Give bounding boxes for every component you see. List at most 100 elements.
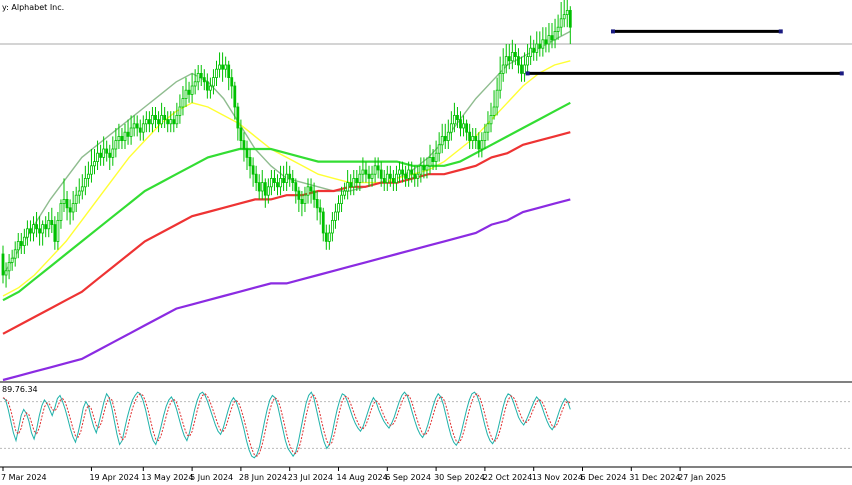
candle-body <box>355 177 359 183</box>
candle-body <box>99 152 102 158</box>
candle <box>312 182 316 208</box>
candle-body <box>434 152 438 162</box>
candle-body <box>404 173 408 179</box>
oscillator-signal-line <box>2 393 571 457</box>
candle <box>257 174 261 200</box>
candle-body <box>22 236 26 246</box>
candle-body <box>547 35 551 45</box>
candle-body <box>245 148 249 158</box>
candle <box>251 157 255 187</box>
candle <box>80 174 84 200</box>
candle-body <box>62 198 66 204</box>
candle-body <box>327 232 331 242</box>
candle-body <box>297 190 301 200</box>
candle <box>532 39 536 61</box>
candle <box>218 52 221 78</box>
candle <box>434 140 438 170</box>
candle <box>321 207 325 242</box>
candle <box>120 128 124 149</box>
candle <box>385 165 389 191</box>
candle-body <box>25 228 29 238</box>
candle <box>446 119 450 149</box>
candle <box>71 191 75 221</box>
candle <box>138 119 142 141</box>
candle-body <box>321 211 325 234</box>
candle-body <box>410 169 414 175</box>
candle-body <box>117 135 121 141</box>
candle <box>90 149 93 183</box>
candle <box>391 170 395 191</box>
candle-body <box>498 73 502 91</box>
candle <box>462 115 465 137</box>
candle <box>452 102 456 133</box>
candle-body <box>330 219 334 234</box>
candle <box>193 69 197 95</box>
candle-body <box>556 26 560 32</box>
candle-body <box>456 115 459 121</box>
candle-body <box>468 131 472 141</box>
candle <box>364 161 368 183</box>
candle-body <box>120 135 124 141</box>
candle <box>288 165 292 187</box>
candle-body <box>495 89 499 108</box>
candle <box>486 111 490 141</box>
candle <box>303 186 307 212</box>
candle <box>468 123 472 149</box>
candle-body <box>68 207 72 213</box>
candle <box>504 44 508 74</box>
candle-body <box>541 39 545 49</box>
candle-body <box>532 47 536 53</box>
candle-body <box>352 177 356 188</box>
candle <box>477 132 481 158</box>
candle-body <box>126 131 130 137</box>
candle-body <box>471 135 475 141</box>
candle <box>514 44 517 65</box>
oscillator-main-line <box>2 391 571 459</box>
candle-body <box>184 89 188 99</box>
candle-body <box>425 165 429 171</box>
candle <box>413 165 417 187</box>
candle-body <box>422 165 426 171</box>
candle-body <box>474 135 478 141</box>
candle-body <box>334 211 337 221</box>
candle <box>16 233 20 259</box>
candle <box>559 2 563 36</box>
candle <box>129 115 133 145</box>
candle <box>544 27 548 53</box>
candle-body <box>266 186 270 196</box>
candle-body <box>370 173 374 179</box>
candle-body <box>157 119 160 125</box>
candle-body <box>309 186 313 192</box>
candle <box>398 161 401 183</box>
candle-body <box>202 77 206 83</box>
candle <box>77 178 81 204</box>
candle <box>370 165 374 187</box>
candle-body <box>93 161 96 167</box>
candle-body <box>440 135 444 146</box>
candle <box>456 107 459 128</box>
candle <box>239 119 243 149</box>
candle-body <box>154 115 157 121</box>
candle-body <box>166 119 170 125</box>
candle-body <box>510 52 514 62</box>
candle <box>510 39 514 70</box>
candle <box>523 52 526 82</box>
candle <box>526 44 529 74</box>
candle <box>404 165 408 187</box>
candle <box>13 241 17 267</box>
candle <box>541 27 545 57</box>
candle-body <box>196 73 200 83</box>
candle-body <box>141 123 145 133</box>
candle-body <box>517 56 520 66</box>
candle-body <box>208 85 212 91</box>
candle <box>340 186 343 212</box>
candle-body <box>239 127 243 142</box>
candle-body <box>565 9 569 15</box>
candle-body <box>138 127 142 133</box>
candle <box>135 115 139 137</box>
candle-body <box>47 219 51 230</box>
candle <box>50 207 54 233</box>
candle <box>324 224 328 250</box>
candle-body <box>160 115 164 125</box>
